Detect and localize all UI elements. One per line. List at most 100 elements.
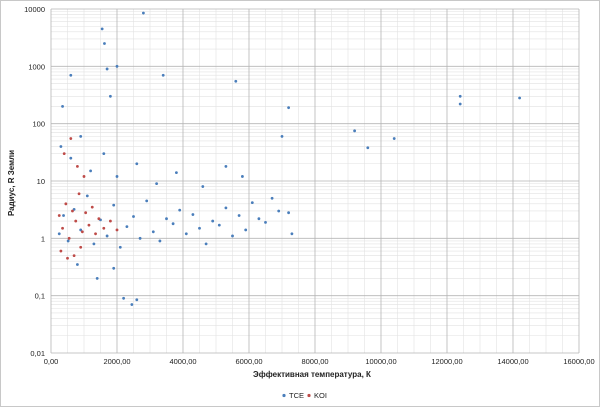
data-point-koi [61, 226, 64, 230]
data-point-tce [125, 225, 129, 229]
y-tick-labels: 0,01 0,1 1 10 100 1000 10000 [24, 5, 45, 358]
data-point-tce [518, 96, 521, 100]
y-axis-title: Радиус, R Земли [7, 150, 16, 216]
data-point-tce [66, 239, 70, 243]
data-point-tce [89, 169, 92, 173]
data-point-tce [241, 175, 244, 178]
data-point-tce [224, 206, 228, 210]
data-point-koi [69, 137, 73, 140]
data-point-tce [115, 64, 119, 68]
legend-marker-koi [307, 393, 311, 398]
data-point-tce [277, 209, 281, 213]
data-point-koi [77, 192, 81, 196]
data-point-tce [105, 67, 109, 71]
data-point-koi [102, 226, 106, 230]
data-point-tce [244, 228, 248, 232]
data-point-tce [69, 156, 73, 160]
x-tick-label: 8000,00 [301, 357, 328, 366]
data-point-koi [79, 245, 83, 249]
x-tick-labels: 0,00 2000,00 4000,00 6000,00 8000,00 10000,00… [44, 357, 595, 366]
data-point-tce [458, 94, 462, 98]
y-tick-label: 100 [32, 120, 45, 129]
data-point-tce [61, 105, 64, 108]
data-point-tce [132, 215, 135, 218]
data-point-tce [76, 263, 79, 266]
data-point-tce [62, 214, 65, 217]
data-point-koi [72, 254, 76, 257]
data-point-tce [92, 242, 96, 246]
data-point-tce [392, 137, 396, 140]
series-layer [57, 11, 521, 306]
data-point-tce [158, 239, 162, 243]
x-tick-label: 14000,00 [497, 357, 528, 366]
data-point-tce [178, 208, 182, 212]
data-point-koi [94, 232, 97, 236]
data-point-tce [145, 199, 149, 203]
data-point-tce [458, 102, 462, 106]
legend-label-koi: KOI [314, 391, 327, 400]
data-point-tce [287, 211, 290, 215]
series-koi [57, 137, 119, 260]
data-point-tce [161, 73, 165, 77]
data-point-koi [67, 236, 71, 240]
data-point-tce [201, 185, 205, 188]
data-point-tce [115, 175, 119, 178]
y-tick-label: 1 [41, 234, 45, 243]
data-point-tce [135, 298, 139, 302]
series-tce [57, 11, 521, 306]
data-point-tce [191, 213, 195, 216]
data-point-tce [59, 145, 63, 148]
data-point-tce [102, 152, 106, 156]
data-point-tce [112, 203, 116, 207]
data-point-tce [112, 266, 116, 270]
data-point-tce [57, 232, 61, 236]
data-point-tce [151, 230, 155, 234]
data-point-tce [103, 42, 106, 45]
y-tick-label: 10000 [24, 5, 45, 14]
data-point-tce [270, 196, 274, 200]
data-point-tce [257, 217, 261, 221]
legend-label-tce: TCE [289, 391, 304, 400]
data-point-koi [59, 249, 63, 253]
x-tick-label: 0,00 [44, 357, 59, 366]
data-point-tce [100, 27, 104, 31]
data-point-koi [64, 202, 68, 206]
data-point-tce [264, 220, 267, 224]
data-point-tce [234, 79, 238, 83]
data-point-tce [118, 245, 122, 249]
data-point-koi [71, 209, 74, 213]
data-point-koi [90, 205, 94, 209]
x-tick-label: 4000,00 [169, 357, 196, 366]
data-point-koi [76, 164, 79, 168]
data-point-koi [109, 219, 112, 223]
y-tick-label: 1000 [28, 62, 45, 71]
data-point-koi [62, 152, 66, 156]
data-point-tce [135, 162, 139, 166]
data-point-tce [217, 223, 221, 227]
data-point-koi [80, 230, 84, 234]
x-tick-label: 12000,00 [431, 357, 462, 366]
y-tick-label: 10 [37, 177, 45, 186]
data-point-tce [165, 217, 168, 221]
data-point-tce [353, 129, 356, 133]
data-point-tce [280, 134, 284, 138]
x-tick-label: 6000,00 [235, 357, 262, 366]
data-point-koi [87, 223, 91, 227]
data-point-tce [175, 171, 178, 175]
data-point-tce [287, 106, 290, 110]
data-point-koi [82, 175, 86, 178]
data-point-tce [224, 164, 228, 168]
data-point-tce [85, 194, 89, 198]
data-point-tce [250, 201, 254, 205]
data-point-tce [366, 146, 370, 150]
data-point-tce [198, 226, 201, 230]
data-point-tce [290, 232, 294, 236]
data-point-koi [66, 256, 69, 260]
data-point-tce [95, 277, 99, 280]
data-point-tce [237, 214, 241, 217]
data-point-koi [57, 214, 61, 217]
data-point-tce [138, 236, 142, 240]
data-point-koi [74, 219, 78, 223]
